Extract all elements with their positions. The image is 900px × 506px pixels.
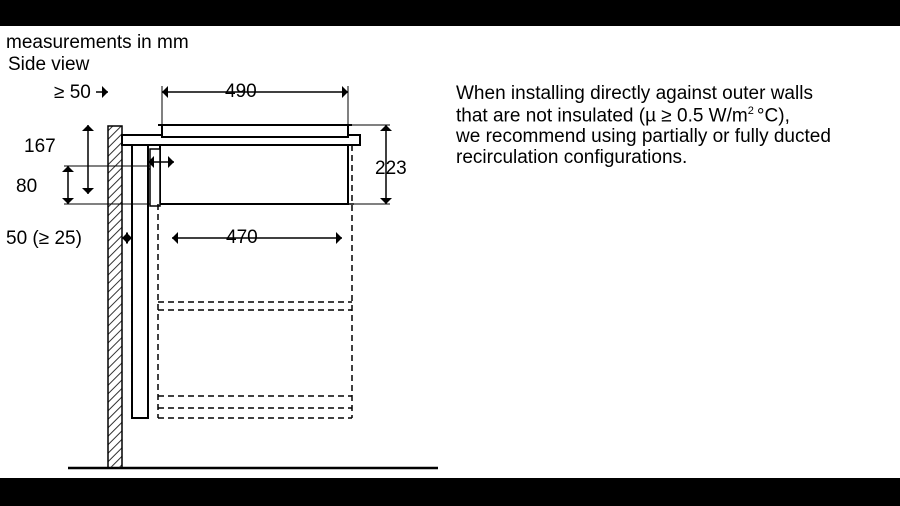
diagram-canvas: measurements in mm Side view ≥ 50 490 16…: [0, 26, 900, 478]
drawing-svg: [0, 26, 900, 478]
